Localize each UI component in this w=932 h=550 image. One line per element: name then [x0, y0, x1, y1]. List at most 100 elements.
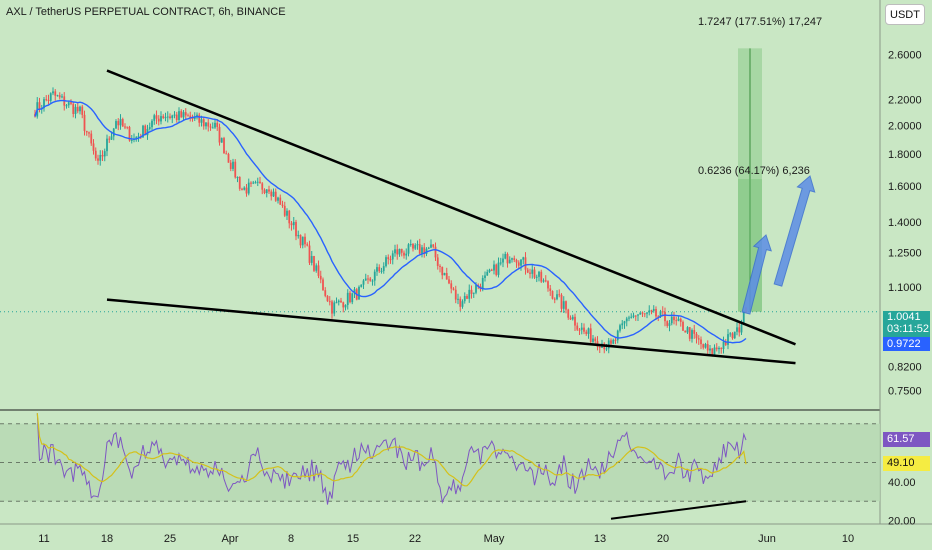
candle-body — [360, 284, 363, 287]
candle-body — [506, 253, 509, 264]
candle-body — [742, 311, 745, 325]
candle-body — [454, 289, 457, 300]
candle-body — [526, 269, 529, 273]
wedge-lower-trendline[interactable] — [106, 298, 796, 365]
price-tick-label: 1.2500 — [888, 247, 922, 259]
candle-body — [695, 333, 698, 339]
candle-body — [544, 280, 547, 282]
candle-body — [108, 138, 111, 140]
candle-body — [112, 128, 115, 137]
candle-body — [540, 271, 543, 282]
candle-body — [706, 344, 709, 351]
candle-body — [709, 348, 711, 351]
candle-body — [76, 106, 79, 112]
candle-body — [535, 276, 538, 278]
candle-body — [529, 272, 531, 274]
candle-body — [639, 312, 642, 315]
price-pane-bg — [0, 0, 880, 410]
candle-body — [166, 116, 169, 118]
candle-body — [691, 330, 693, 339]
candle-body — [657, 316, 660, 318]
candle-body — [202, 119, 205, 127]
candle-body — [97, 158, 99, 161]
axis-labels: 2.6000 2.2000 2.0000 1.8000 1.6000 1.4000 1.25… — [38, 16, 921, 545]
candle-body — [243, 187, 246, 190]
rsi-divergence-line[interactable] — [610, 500, 747, 520]
target-1-label: 1.7247 (177.51%) 17,247 — [698, 16, 822, 28]
candle-body — [441, 266, 444, 276]
candle-body — [56, 95, 59, 97]
ma-value-tag: 0.9722 — [883, 337, 930, 351]
candle-body — [299, 234, 302, 246]
candle-body — [549, 288, 552, 292]
candle-body — [304, 236, 306, 245]
candle-body — [121, 119, 124, 127]
candle-body — [418, 244, 421, 254]
candle-body — [450, 283, 453, 289]
candle-body — [592, 338, 594, 342]
wedge-upper-trendline[interactable] — [106, 69, 796, 346]
candle-body — [58, 95, 61, 98]
candle-body — [180, 111, 183, 118]
candle-body — [682, 321, 684, 331]
candle-body — [391, 253, 394, 260]
candle-body — [571, 316, 574, 320]
target-2-label: 0.6236 (64.17%) 6,236 — [698, 165, 810, 177]
candle-body — [569, 317, 572, 320]
candle-body — [265, 189, 268, 194]
projection-arrow-2[interactable] — [773, 175, 816, 287]
current-price-value: 1.0041 — [887, 311, 921, 323]
candle-body — [245, 187, 248, 194]
candle-body — [684, 330, 687, 333]
candle-body — [216, 122, 219, 127]
projection-arrow-1[interactable] — [741, 234, 772, 315]
candle-body — [344, 305, 347, 308]
currency-button[interactable]: USDT — [885, 4, 925, 25]
candle-body — [351, 293, 354, 303]
candle-body — [538, 271, 540, 277]
candle-body — [88, 132, 90, 134]
candle-body — [648, 310, 651, 313]
candle-body — [335, 302, 338, 304]
candle-body — [387, 257, 390, 260]
countdown-value: 03:11:52 — [887, 323, 930, 335]
candle-body — [652, 308, 655, 311]
candle-body — [236, 176, 239, 178]
candle-body — [220, 138, 223, 143]
candle-body — [83, 114, 86, 131]
candle-body — [173, 114, 176, 116]
candle-body — [349, 292, 351, 303]
candle-body — [484, 275, 486, 278]
candle-body — [556, 294, 558, 300]
candle-body — [614, 339, 617, 341]
candle-body — [223, 138, 225, 154]
candle-body — [412, 244, 414, 249]
candle-body — [81, 106, 84, 115]
candle-body — [495, 264, 498, 275]
candle-body — [45, 99, 48, 101]
candle-body — [385, 257, 387, 267]
price-tick-label: 2.0000 — [888, 120, 922, 132]
candle-body — [247, 182, 250, 194]
candle-body — [79, 106, 81, 112]
candle-body — [306, 244, 309, 246]
rsi-tick-label: 40.00 — [888, 477, 916, 489]
candle-body — [148, 127, 151, 129]
candle-body — [128, 127, 131, 141]
candle-body — [508, 259, 511, 264]
candle-body — [103, 151, 106, 157]
candle-body — [259, 181, 261, 184]
candle-body — [641, 312, 644, 314]
time-tick-label: Jun — [758, 533, 776, 545]
candle-body — [331, 301, 333, 314]
candle-body — [178, 111, 180, 120]
candle-body — [513, 258, 516, 260]
candle-body — [90, 133, 93, 144]
candle-body — [373, 271, 376, 281]
candle-body — [740, 324, 743, 333]
candle-body — [713, 347, 716, 355]
candle-body — [585, 331, 588, 334]
candle-body — [686, 327, 689, 333]
candle-body — [326, 295, 329, 302]
